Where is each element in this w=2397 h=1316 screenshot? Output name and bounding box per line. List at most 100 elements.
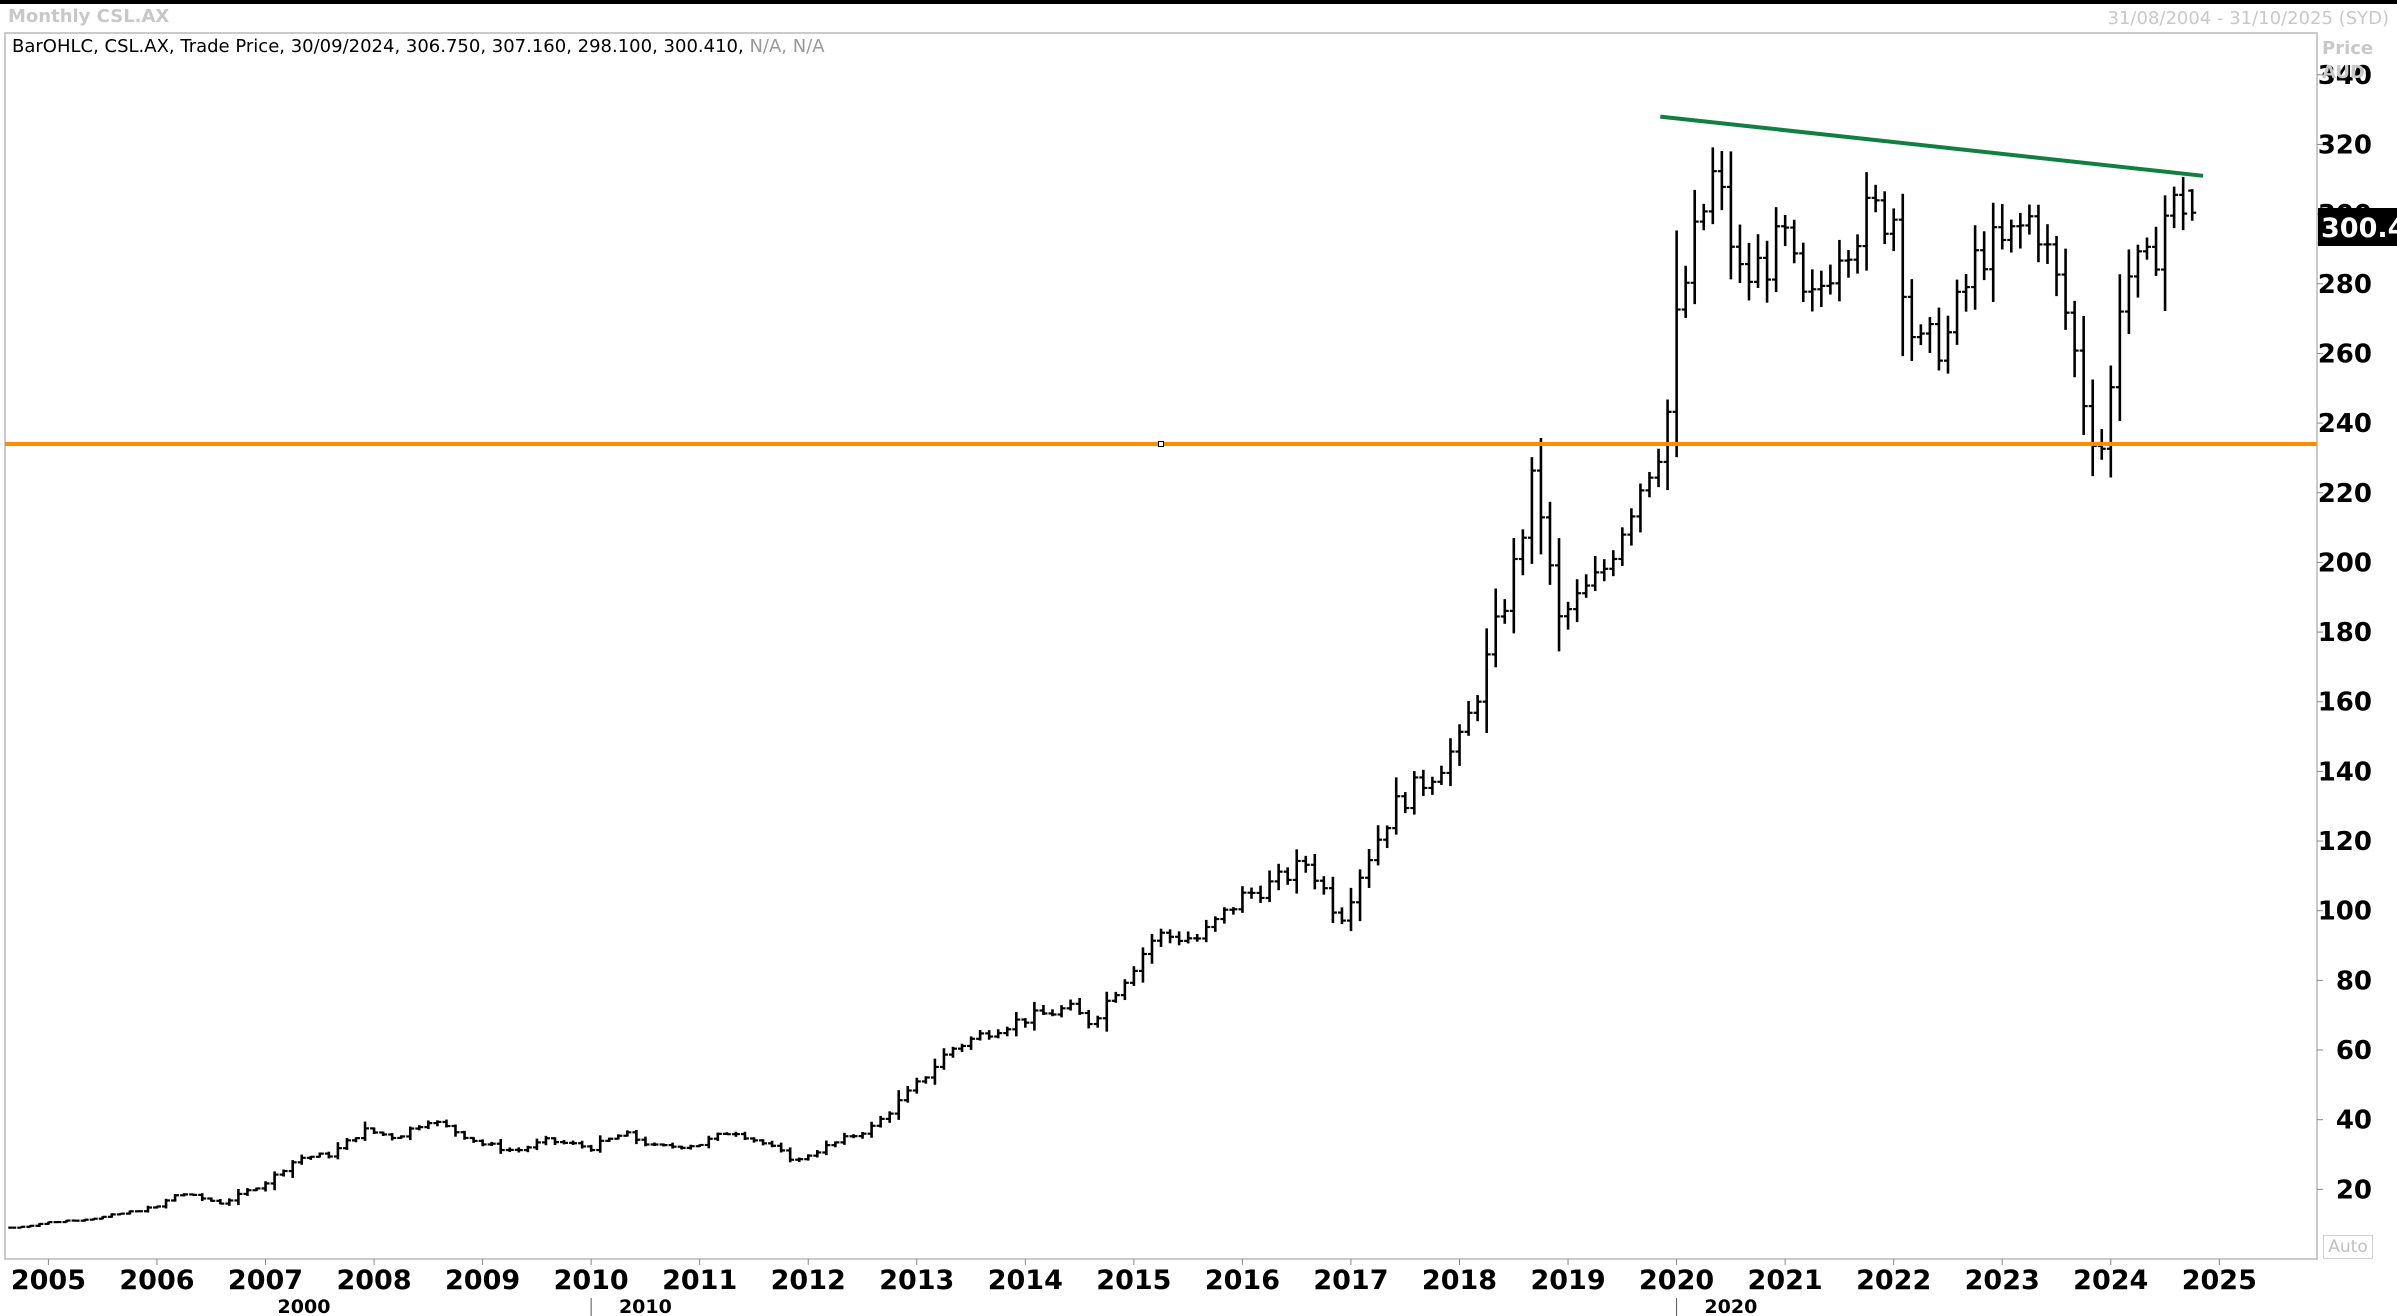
ohlc-bar [1980, 231, 1989, 281]
ohlc-bar [659, 1143, 668, 1147]
ohlc-bar [1925, 317, 1934, 354]
price-tick-label: 40 [2336, 1106, 2372, 1136]
ohlc-bar [1564, 601, 1573, 630]
ohlc-bar [1907, 279, 1916, 362]
year-tick-label: 2019 [1530, 1265, 1605, 1296]
trend-line[interactable] [1660, 114, 2204, 178]
price-tick-label: 160 [2318, 688, 2372, 718]
year-tick-label: 2022 [1856, 1265, 1931, 1296]
ohlc-bar [44, 1221, 53, 1226]
year-tick-label: 2015 [1096, 1265, 1171, 1296]
ohlc-bar [858, 1132, 867, 1139]
ohlc-bar [478, 1139, 487, 1147]
ohlc-bar [614, 1134, 623, 1140]
decade-tick-label: 2000 [278, 1296, 331, 1316]
year-tick-label: 2014 [988, 1265, 1063, 1296]
ohlc-bar [1681, 265, 1690, 318]
last-price-box [2318, 208, 2397, 246]
ohlc-bar [1500, 599, 1509, 624]
ohlc-bar [152, 1205, 161, 1209]
ohlc-bar [1365, 849, 1374, 888]
price-tick-label: 280 [2318, 270, 2372, 300]
ohlc-bar [116, 1212, 125, 1216]
ohlc-bar [994, 1029, 1003, 1039]
ohlc-bar [98, 1215, 107, 1220]
ohlc-bar [53, 1220, 62, 1224]
ohlc-bar [578, 1140, 587, 1149]
ohlc-bar [1184, 931, 1193, 944]
ohlc-bar [2034, 204, 2043, 263]
ohlc-bar [225, 1198, 234, 1206]
ohlc-bar [324, 1151, 333, 1159]
ohlc-bar [1401, 792, 1410, 814]
ohlc-bar [288, 1160, 297, 1178]
ohlc-bar [1536, 437, 1545, 555]
ohlc-bar [930, 1058, 939, 1085]
ohlc-bar [605, 1137, 614, 1142]
ohlc-bar [1120, 979, 1129, 1001]
ohlc-bar [885, 1111, 894, 1123]
ohlc-bar [985, 1030, 994, 1040]
ohlc-bar [89, 1217, 98, 1221]
price-tick-label: 80 [2336, 966, 2372, 996]
auto-scale-button[interactable]: Auto [2323, 1235, 2373, 1259]
chart-window-title: Monthly CSL.AX [8, 6, 170, 27]
ohlc-bar [171, 1193, 180, 1202]
ohlc-bar [189, 1193, 198, 1196]
ohlc-bar [8, 1226, 17, 1229]
ohlc-bar [1066, 999, 1075, 1011]
ohlc-bar [1419, 769, 1428, 796]
price-axis: 2040608010012014016018020022024026028030… [2317, 61, 2372, 1205]
support-line-handle[interactable] [1158, 440, 1164, 447]
ohlc-bar [1609, 550, 1618, 577]
year-tick-label: 2021 [1748, 1265, 1823, 1296]
ohlc-bar [550, 1137, 559, 1146]
ohlc-bar [1880, 191, 1889, 245]
ohlc-bar [1238, 886, 1247, 913]
ohlc-bar [668, 1142, 677, 1149]
ohlc-bar [261, 1181, 270, 1192]
ohlc-bar [2133, 244, 2142, 298]
ohlc-bar [560, 1140, 569, 1145]
ohlc-bar [1871, 184, 1880, 213]
ohlc-bar [460, 1130, 469, 1140]
ohlc-bar [2179, 176, 2188, 231]
year-tick-label: 2018 [1422, 1265, 1497, 1296]
ohlc-bar [1256, 885, 1265, 903]
ohlc-bar [1690, 189, 1699, 305]
year-tick-label: 2012 [771, 1265, 846, 1296]
year-tick-label: 2016 [1205, 1265, 1280, 1296]
ohlc-bar [1962, 274, 1971, 312]
ohlc-bar [424, 1120, 433, 1130]
ohlc-bar [270, 1171, 279, 1191]
ohlc-bar [1600, 559, 1609, 582]
ohlc-bar [1645, 471, 1654, 498]
year-tick-label: 2011 [662, 1265, 737, 1296]
ohlc-bar [1229, 907, 1238, 915]
price-axis-label: Price [2322, 38, 2373, 59]
ohlc-bar [1953, 279, 1962, 345]
ohlc-bar [912, 1077, 921, 1094]
ohlc-bar [867, 1121, 876, 1138]
currency-axis-label: AUD [2322, 62, 2365, 83]
ohlc-bar [216, 1199, 225, 1205]
time-axis: 2005 2006 2007 2008 2009 2010 2011 2012 2013 2014… [11, 1259, 2257, 1316]
last-price-label: 300.4 [2321, 213, 2397, 244]
ohlc-bar [623, 1130, 632, 1137]
ohlc-bar [1166, 929, 1175, 944]
ohlc-bar [2052, 235, 2061, 297]
ohlc-bar [469, 1136, 478, 1143]
ohlc-bar [1726, 151, 1735, 280]
year-tick-label: 2023 [1965, 1265, 2040, 1296]
ohlc-bar [2079, 316, 2088, 436]
decade-tick-label: 2010 [619, 1296, 672, 1316]
ohlc-bar [759, 1139, 768, 1146]
ohlc-bar [677, 1145, 686, 1150]
legend-na-values: N/A, N/A [749, 36, 825, 57]
ohlc-bar [704, 1135, 713, 1149]
ohlc-bar [1202, 919, 1211, 943]
ohlc-bar [523, 1145, 532, 1153]
ohlc-bar [306, 1155, 315, 1160]
ohlc-bar [695, 1143, 704, 1148]
